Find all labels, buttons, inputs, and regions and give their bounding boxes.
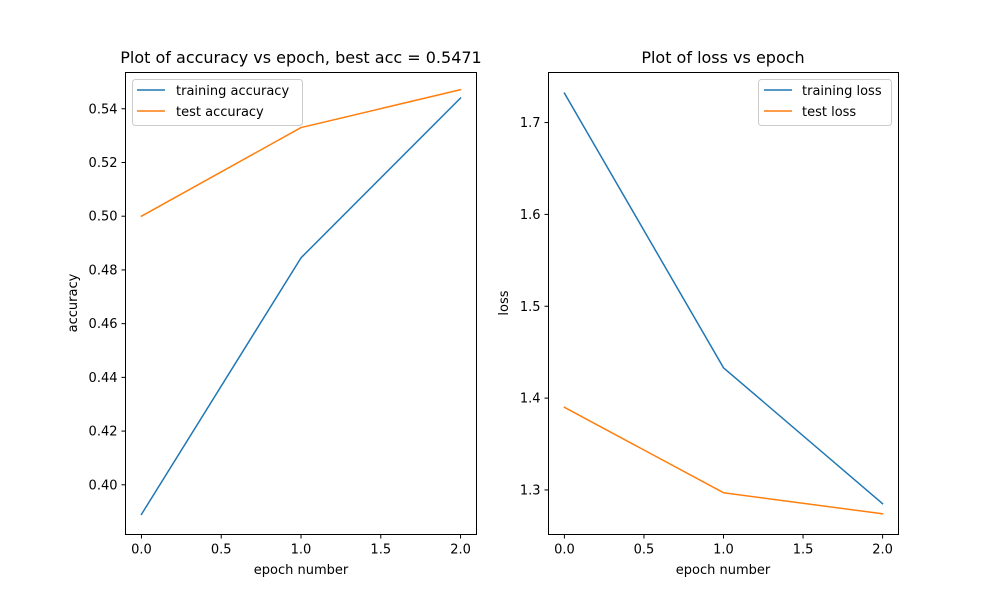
legend-label-test-accuracy: test accuracy <box>176 105 264 120</box>
loss-axes-frame <box>548 72 899 535</box>
loss-y-axis-label: loss <box>497 290 512 315</box>
accuracy-legend-box <box>132 79 303 126</box>
accuracy-y-axis-label: accuracy <box>66 273 81 332</box>
loss-y-tick-label: 1.7 <box>520 116 541 131</box>
legend-label-training-accuracy: training accuracy <box>176 84 289 99</box>
accuracy-axes-frame <box>125 72 477 535</box>
loss-x-tick-label: 0.0 <box>554 543 575 558</box>
loss-series-lines <box>563 92 884 515</box>
loss-x-tick-label: 0.5 <box>634 543 655 558</box>
accuracy-x-ticks: 0.0 0.5 1.0 1.5 2.0 <box>131 534 471 558</box>
loss-legend-box <box>758 79 892 126</box>
loss-x-ticks: 0.0 0.5 1.0 1.5 2.0 <box>554 534 893 558</box>
series-line-training-loss <box>563 92 884 505</box>
accuracy-y-tick-label: 0.46 <box>89 317 118 332</box>
series-line-test-accuracy <box>140 88 462 218</box>
accuracy-x-tick-label: 0.5 <box>211 543 232 558</box>
accuracy-y-tick-label: 0.42 <box>89 425 118 440</box>
loss-x-tick-label: 1.5 <box>793 543 814 558</box>
accuracy-legend: training accuracy test accuracy <box>132 79 303 126</box>
accuracy-x-axis-label: epoch number <box>254 563 349 578</box>
accuracy-series-lines <box>140 88 462 516</box>
loss-y-tick-label: 1.6 <box>520 208 541 223</box>
accuracy-y-tick-label: 0.40 <box>89 478 118 493</box>
loss-x-tick-label: 2.0 <box>872 543 893 558</box>
accuracy-x-tick-label: 1.5 <box>370 543 391 558</box>
accuracy-x-tick-label: 0.0 <box>131 543 152 558</box>
accuracy-x-tick-label: 2.0 <box>450 543 471 558</box>
accuracy-y-tick-label: 0.48 <box>89 263 118 278</box>
loss-y-tick-label: 1.4 <box>520 392 541 407</box>
accuracy-x-tick-label: 1.0 <box>291 543 312 558</box>
series-line-training-accuracy <box>140 96 462 516</box>
loss-x-tick-label: 1.0 <box>713 543 734 558</box>
loss-y-tick-label: 1.5 <box>520 300 541 315</box>
accuracy-y-tick-label: 0.44 <box>89 371 118 386</box>
loss-legend: training loss test loss <box>758 79 892 126</box>
series-line-test-loss <box>563 406 884 515</box>
accuracy-subplot: Plot of accuracy vs epoch, best acc = 0.… <box>66 48 482 578</box>
legend-label-test-loss: test loss <box>802 105 856 120</box>
loss-subplot: Plot of loss vs epoch 0.0 0.5 1.0 1.5 2.0 1.… <box>497 48 899 578</box>
loss-y-ticks: 1.3 1.4 1.5 1.6 1.7 <box>520 116 549 498</box>
legend-label-training-loss: training loss <box>802 84 882 99</box>
accuracy-y-tick-label: 0.54 <box>89 102 118 117</box>
loss-x-axis-label: epoch number <box>676 563 771 578</box>
accuracy-y-tick-label: 0.50 <box>89 210 118 225</box>
accuracy-chart-title: Plot of accuracy vs epoch, best acc = 0.… <box>120 48 481 67</box>
loss-chart-title: Plot of loss vs epoch <box>641 48 804 67</box>
accuracy-y-ticks: 0.40 0.42 0.44 0.46 0.48 0.50 0.52 0.54 <box>89 102 126 493</box>
accuracy-y-tick-label: 0.52 <box>89 156 118 171</box>
loss-y-tick-label: 1.3 <box>520 483 541 498</box>
